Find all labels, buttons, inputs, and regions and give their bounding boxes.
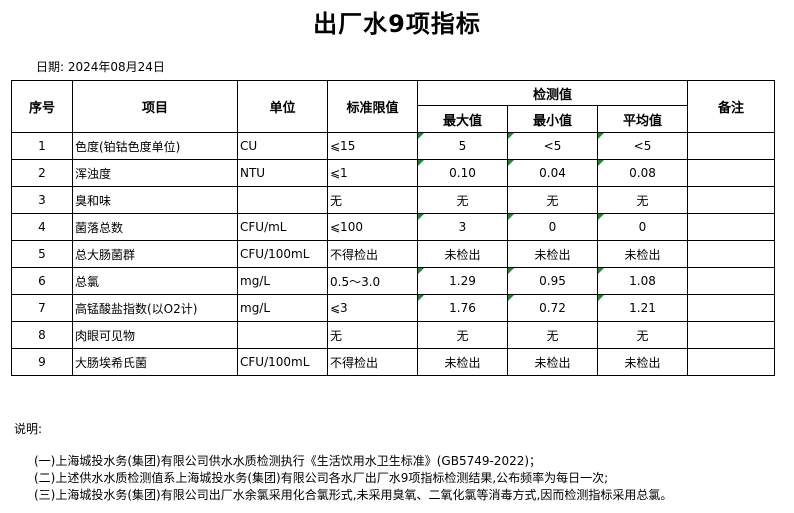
cell-unit xyxy=(237,186,328,214)
table-row: 3 臭和味无无无无 xyxy=(11,186,775,214)
cell-avg: 无 xyxy=(597,321,688,349)
cell-min: 未检出 xyxy=(507,348,598,376)
header-limit: 标准限值 xyxy=(327,80,418,133)
cell-avg: 0 xyxy=(597,213,688,241)
cell-max: 1.29 xyxy=(417,267,508,295)
cell-no: 7 xyxy=(11,294,73,322)
cell-remark xyxy=(687,294,775,322)
cell-max: 3 xyxy=(417,213,508,241)
cell-no: 4 xyxy=(11,213,73,241)
cell-remark xyxy=(687,213,775,241)
cell-no: 2 xyxy=(11,159,73,187)
cell-avg: 0.08 xyxy=(597,159,688,187)
cell-min: 0.95 xyxy=(507,267,598,295)
cell-avg: <5 xyxy=(597,132,688,160)
cell-max: 5 xyxy=(417,132,508,160)
header-unit: 单位 xyxy=(237,80,328,133)
cell-item: 肉眼可见物 xyxy=(72,321,238,349)
header-no: 序号 xyxy=(11,80,73,133)
header-avg: 平均值 xyxy=(597,105,688,133)
cell-remark xyxy=(687,240,775,268)
header-remark: 备注 xyxy=(687,80,775,133)
cell-no: 1 xyxy=(11,132,73,160)
cell-limit: 无 xyxy=(327,321,418,349)
table-row: 8 肉眼可见物无无无无 xyxy=(11,321,775,349)
cell-min: 0.72 xyxy=(507,294,598,322)
cell-no: 9 xyxy=(11,348,73,376)
cell-no: 5 xyxy=(11,240,73,268)
cell-limit: 无 xyxy=(327,186,418,214)
cell-unit: mg/L xyxy=(237,267,328,295)
table-row: 1 色度(铂钴色度单位) CU ⩽15 5 <5 <5 xyxy=(11,132,775,160)
cell-min: 0.04 xyxy=(507,159,598,187)
cell-limit: ⩽100 xyxy=(327,213,418,241)
cell-limit: ⩽1 xyxy=(327,159,418,187)
note-line: (一)上海城投水务(集团)有限公司供水水质检测执行《生活饮用水卫生标准》(GB5… xyxy=(34,454,542,468)
cell-item: 色度(铂钴色度单位) xyxy=(72,132,238,160)
header-max: 最大值 xyxy=(417,105,508,133)
table-row: 9 大肠埃希氏菌 CFU/100mL 不得检出 未检出 未检出 未检出 xyxy=(11,348,775,376)
table-row: 4 菌落总数 CFU/mL ⩽100 3 0 0 xyxy=(11,213,775,241)
cell-max: 1.76 xyxy=(417,294,508,322)
notes: 说明: (一)上海城投水务(集团)有限公司供水水质检测执行《生活饮用水卫生标准》… xyxy=(14,420,672,504)
note-line: (三)上海城投水务(集团)有限公司出厂水余氯采用化合氯形式,未采用臭氧、二氧化氯… xyxy=(34,488,673,502)
cell-avg: 无 xyxy=(597,186,688,214)
cell-remark xyxy=(687,348,775,376)
cell-item: 大肠埃希氏菌 xyxy=(72,348,238,376)
table-row: 7 高锰酸盐指数(以O2计) mg/L ⩽3 1.76 0.72 1.21 xyxy=(11,294,775,322)
cell-unit: CFU/mL xyxy=(237,213,328,241)
cell-max: 0.10 xyxy=(417,159,508,187)
cell-item: 菌落总数 xyxy=(72,213,238,241)
cell-min: 0 xyxy=(507,213,598,241)
water-quality-table: 序号 项目 单位 标准限值 检测值 备注 最大值 最小值 平均值 1 色度(铂钴色… xyxy=(11,80,775,376)
cell-min: 无 xyxy=(507,186,598,214)
cell-item: 高锰酸盐指数(以O2计) xyxy=(72,294,238,322)
cell-no: 8 xyxy=(11,321,73,349)
cell-max: 未检出 xyxy=(417,240,508,268)
cell-remark xyxy=(687,321,775,349)
cell-min: <5 xyxy=(507,132,598,160)
table-row: 6 总氯 mg/L 0.5～3.0 1.29 0.95 1.08 xyxy=(11,267,775,295)
cell-min: 未检出 xyxy=(507,240,598,268)
cell-remark xyxy=(687,132,775,160)
cell-item: 总大肠菌群 xyxy=(72,240,238,268)
note-line: (二)上述供水水质检测值系上海城投水务(集团)有限公司各水厂出厂水9项指标检测结… xyxy=(34,471,609,485)
notes-label: 说明: xyxy=(14,422,43,436)
cell-max: 未检出 xyxy=(417,348,508,376)
cell-unit: CFU/100mL xyxy=(237,240,328,268)
cell-no: 3 xyxy=(11,186,73,214)
cell-max: 无 xyxy=(417,186,508,214)
cell-remark xyxy=(687,186,775,214)
cell-item: 臭和味 xyxy=(72,186,238,214)
page-title: 出厂水9项指标 xyxy=(313,10,481,38)
header-min: 最小值 xyxy=(507,105,598,133)
cell-limit: ⩽3 xyxy=(327,294,418,322)
cell-item: 总氯 xyxy=(72,267,238,295)
cell-limit: ⩽15 xyxy=(327,132,418,160)
cell-unit: CU xyxy=(237,132,328,160)
cell-unit: mg/L xyxy=(237,294,328,322)
cell-max: 无 xyxy=(417,321,508,349)
cell-unit: NTU xyxy=(237,159,328,187)
cell-remark xyxy=(687,267,775,295)
cell-min: 无 xyxy=(507,321,598,349)
header-item: 项目 xyxy=(72,80,238,133)
cell-avg: 1.21 xyxy=(597,294,688,322)
cell-unit: CFU/100mL xyxy=(237,348,328,376)
cell-unit xyxy=(237,321,328,349)
cell-limit: 不得检出 xyxy=(327,240,418,268)
cell-limit: 0.5～3.0 xyxy=(327,267,418,295)
cell-remark xyxy=(687,159,775,187)
cell-avg: 1.08 xyxy=(597,267,688,295)
table-row: 2 浑浊度 NTU ⩽1 0.10 0.04 0.08 xyxy=(11,159,775,187)
report-date: 日期: 2024年08月24日 xyxy=(36,60,165,74)
table-row: 5 总大肠菌群 CFU/100mL 不得检出 未检出 未检出 未检出 xyxy=(11,240,775,268)
cell-avg: 未检出 xyxy=(597,240,688,268)
cell-avg: 未检出 xyxy=(597,348,688,376)
cell-item: 浑浊度 xyxy=(72,159,238,187)
cell-no: 6 xyxy=(11,267,73,295)
cell-limit: 不得检出 xyxy=(327,348,418,376)
header-detect: 检测值 xyxy=(417,80,688,106)
